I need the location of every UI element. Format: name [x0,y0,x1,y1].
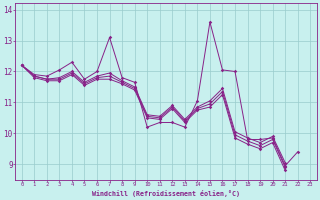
X-axis label: Windchill (Refroidissement éolien,°C): Windchill (Refroidissement éolien,°C) [92,190,240,197]
